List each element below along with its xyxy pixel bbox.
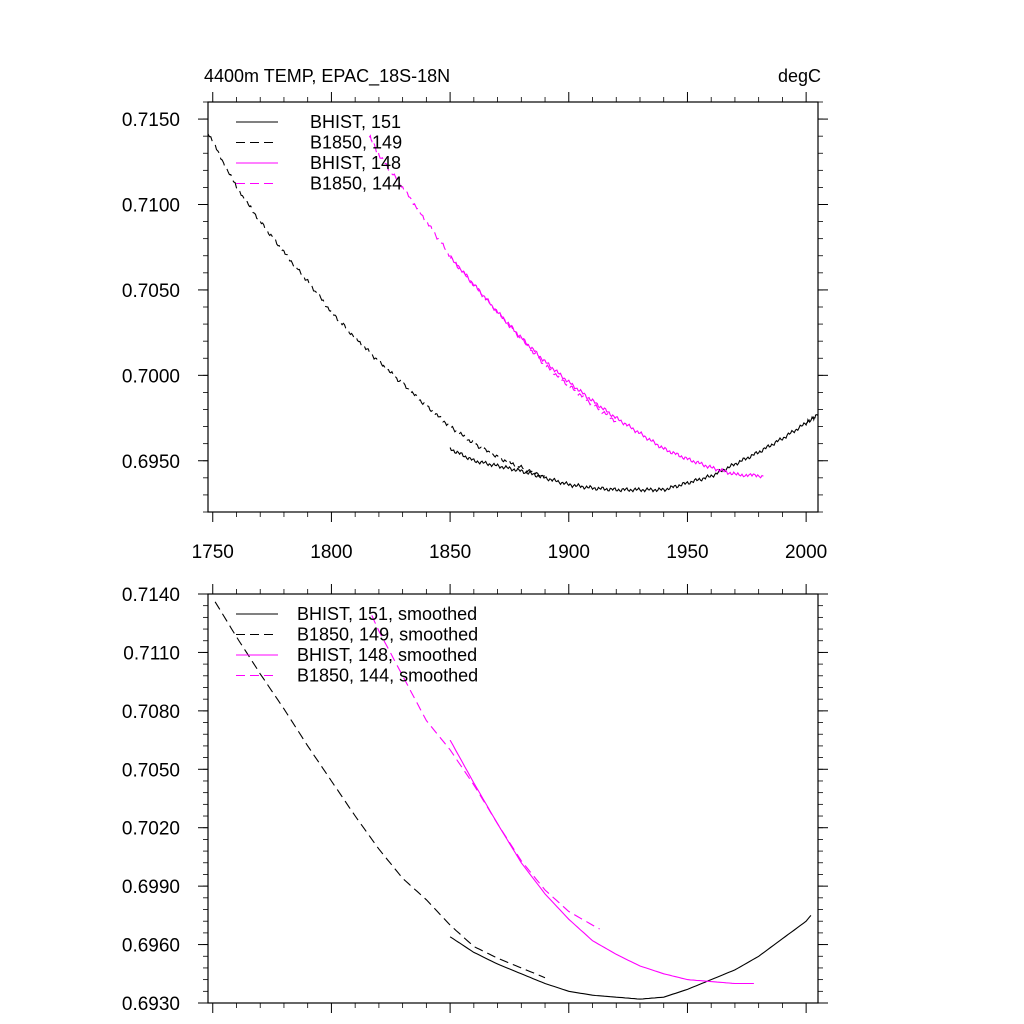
x-tick-label: 2000 xyxy=(785,542,827,563)
series-line-0 xyxy=(449,915,812,1000)
series-line-1 xyxy=(214,601,546,979)
y-tick-label: 0.6930 xyxy=(122,994,180,1015)
series-line-1 xyxy=(208,133,546,478)
legend-label: BHIST, 148, smoothed xyxy=(297,645,477,665)
plot-frame xyxy=(207,101,819,513)
legend-label: BHIST, 151 xyxy=(310,112,401,132)
legend-label: BHIST, 148 xyxy=(310,153,401,173)
legend-label: BHIST, 151, smoothed xyxy=(297,604,477,624)
top-panel: 1750 1800 1850 1900 1950 2000 0.6950 0.7000 0.70… xyxy=(122,66,828,563)
series-line-3 xyxy=(371,615,600,930)
y-tick-label: 0.7140 xyxy=(122,585,180,606)
series-line-2 xyxy=(449,739,754,985)
y-tick-label: 0.7050 xyxy=(122,281,180,302)
y-tick-label: 0.7000 xyxy=(122,366,180,387)
series-line-0 xyxy=(449,414,818,493)
y-tick-label: 0.7080 xyxy=(122,702,180,723)
units-label: degC xyxy=(778,66,821,86)
bottom-panel: 0.6930 0.6960 0.6990 0.7020 0.7050 0.7080 0.71… xyxy=(122,584,828,1015)
legend-label: B1850, 149, smoothed xyxy=(297,625,478,645)
y-tick-label: 0.7050 xyxy=(122,760,180,781)
y-tick-label: 0.6950 xyxy=(122,452,180,473)
x-tick-label: 1750 xyxy=(192,542,234,563)
x-tick-label: 1800 xyxy=(310,542,352,563)
y-tick-label: 0.7150 xyxy=(122,110,180,131)
y-tick-label: 0.7020 xyxy=(122,819,180,840)
legend-label: B1850, 144 xyxy=(310,174,402,194)
series-line-2 xyxy=(449,256,764,479)
x-tick-label: 1850 xyxy=(429,542,471,563)
legend-label: B1850, 149 xyxy=(310,133,402,153)
y-tick-label: 0.6960 xyxy=(122,936,180,957)
series-line-3 xyxy=(368,134,617,423)
plot-frame xyxy=(207,593,819,1004)
chart-title: 4400m TEMP, EPAC_18S-18N xyxy=(204,66,450,87)
y-tick-label: 0.7110 xyxy=(123,643,180,664)
y-tick-label: 0.7100 xyxy=(122,196,180,217)
y-tick-label: 0.6990 xyxy=(122,877,180,898)
x-tick-label: 1950 xyxy=(666,542,708,563)
x-tick-label: 1900 xyxy=(548,542,590,563)
legend-label: B1850, 144, smoothed xyxy=(297,666,478,686)
